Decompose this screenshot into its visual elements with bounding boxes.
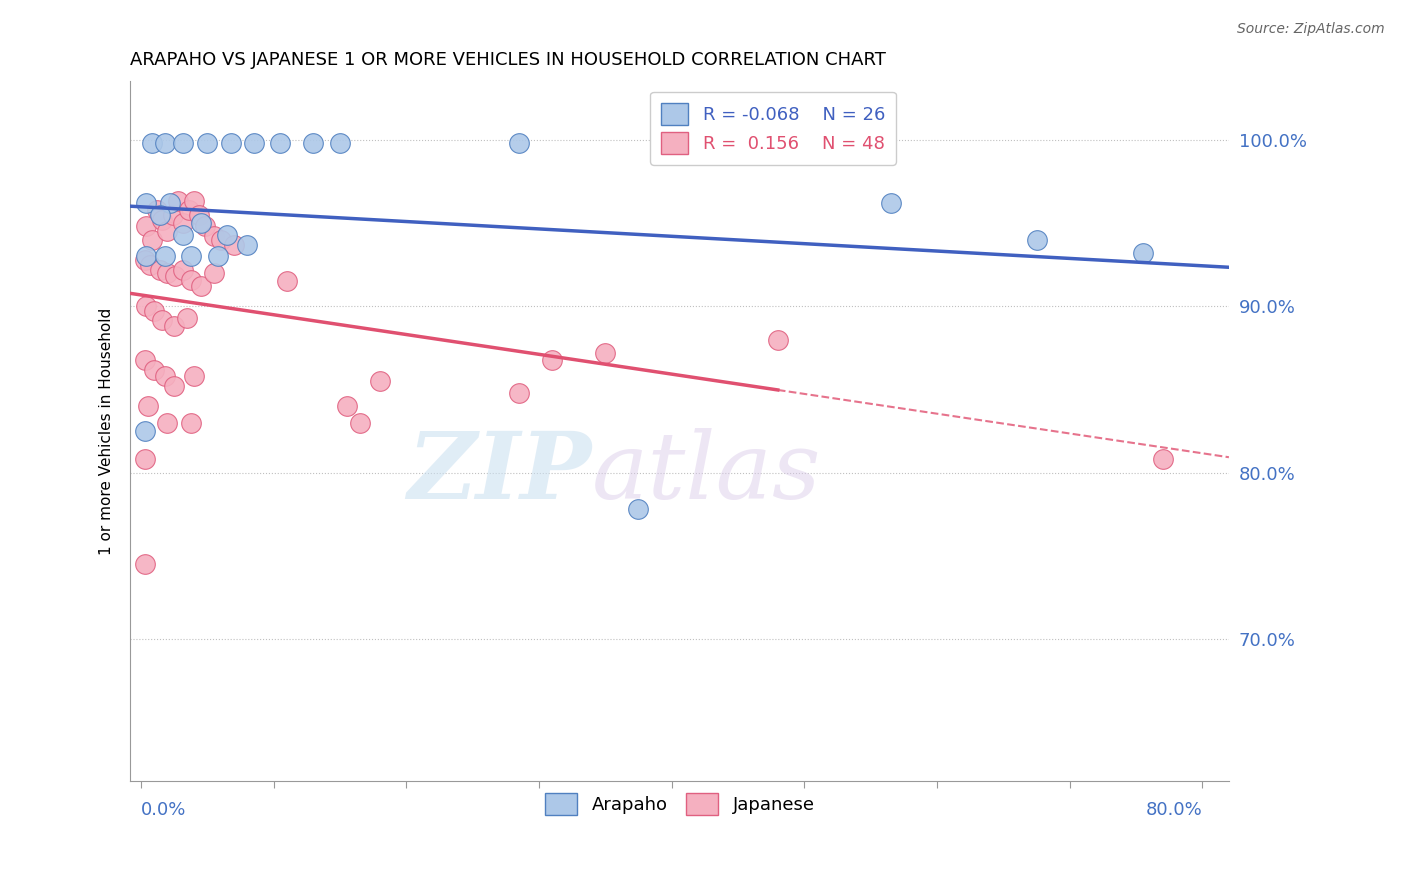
Text: Source: ZipAtlas.com: Source: ZipAtlas.com: [1237, 22, 1385, 37]
Point: [172, 262, 194, 277]
Point: [153, 369, 176, 384]
Point: [349, 416, 371, 430]
Point: [188, 208, 211, 222]
Point: [172, 227, 194, 242]
Point: [150, 312, 173, 326]
Point: [136, 399, 159, 413]
Text: 0.0%: 0.0%: [141, 801, 187, 819]
Point: [276, 274, 298, 288]
Point: [134, 558, 156, 572]
Text: atlas: atlas: [592, 428, 821, 518]
Point: [156, 224, 179, 238]
Point: [159, 196, 181, 211]
Point: [595, 346, 617, 360]
Point: [156, 416, 179, 430]
Point: [150, 212, 173, 227]
Point: [627, 502, 650, 516]
Point: [242, 136, 264, 150]
Point: [153, 249, 176, 263]
Point: [508, 385, 530, 400]
Point: [207, 249, 229, 263]
Point: [163, 379, 186, 393]
Point: [134, 352, 156, 367]
Point: [148, 208, 170, 222]
Point: [219, 136, 242, 150]
Point: [163, 319, 186, 334]
Text: ZIP: ZIP: [408, 428, 592, 518]
Point: [190, 216, 212, 230]
Point: [148, 262, 170, 277]
Legend: Arapaho, Japanese: Arapaho, Japanese: [536, 784, 824, 824]
Point: [177, 202, 200, 217]
Point: [153, 136, 176, 150]
Point: [195, 136, 218, 150]
Point: [165, 269, 187, 284]
Point: [766, 333, 789, 347]
Point: [508, 136, 530, 150]
Point: [1132, 246, 1154, 260]
Point: [879, 196, 901, 211]
Point: [194, 219, 217, 234]
Point: [172, 136, 194, 150]
Point: [141, 233, 163, 247]
Point: [202, 229, 225, 244]
Point: [183, 369, 205, 384]
Point: [143, 362, 166, 376]
Point: [180, 272, 202, 286]
Point: [135, 249, 157, 263]
Point: [146, 202, 169, 217]
Y-axis label: 1 or more Vehicles in Household: 1 or more Vehicles in Household: [100, 308, 114, 555]
Point: [176, 310, 198, 325]
Point: [141, 136, 163, 150]
Point: [222, 237, 245, 252]
Point: [302, 136, 325, 150]
Point: [209, 233, 232, 247]
Point: [156, 266, 179, 280]
Point: [134, 424, 156, 438]
Point: [135, 299, 157, 313]
Point: [134, 452, 156, 467]
Point: [217, 227, 239, 242]
Point: [336, 399, 359, 413]
Point: [236, 237, 259, 252]
Point: [162, 208, 184, 222]
Point: [172, 216, 194, 230]
Point: [139, 258, 162, 272]
Point: [329, 136, 352, 150]
Point: [135, 219, 157, 234]
Point: [541, 352, 564, 367]
Point: [180, 249, 202, 263]
Text: ARAPAHO VS JAPANESE 1 OR MORE VEHICLES IN HOUSEHOLD CORRELATION CHART: ARAPAHO VS JAPANESE 1 OR MORE VEHICLES I…: [131, 51, 886, 69]
Point: [134, 252, 156, 267]
Point: [202, 266, 225, 280]
Point: [368, 374, 391, 388]
Text: 80.0%: 80.0%: [1146, 801, 1202, 819]
Point: [269, 136, 291, 150]
Point: [143, 304, 166, 318]
Point: [1152, 452, 1174, 467]
Point: [167, 194, 190, 209]
Point: [135, 196, 157, 211]
Point: [183, 194, 205, 209]
Point: [180, 416, 202, 430]
Point: [190, 279, 212, 293]
Point: [1025, 233, 1047, 247]
